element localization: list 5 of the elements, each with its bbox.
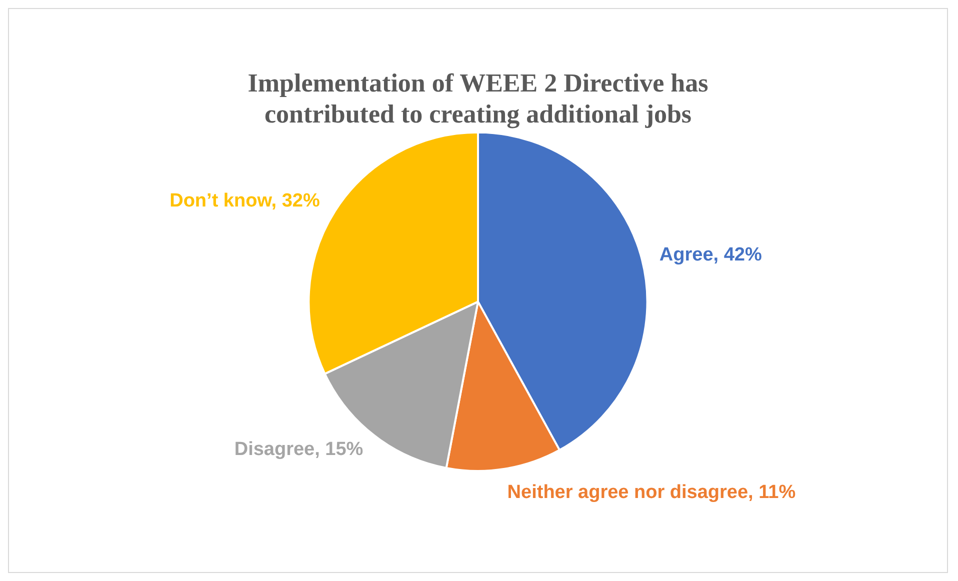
chart-title: Implementation of WEEE 2 Directive has contributed to creating additional jobs <box>248 68 708 129</box>
slice-label: Don’t know, 32% <box>170 190 320 212</box>
slice-label: Agree, 42% <box>659 244 762 266</box>
slice-label: Neither agree nor disagree, 11% <box>507 482 796 503</box>
slice-label: Disagree, 15% <box>234 438 364 460</box>
